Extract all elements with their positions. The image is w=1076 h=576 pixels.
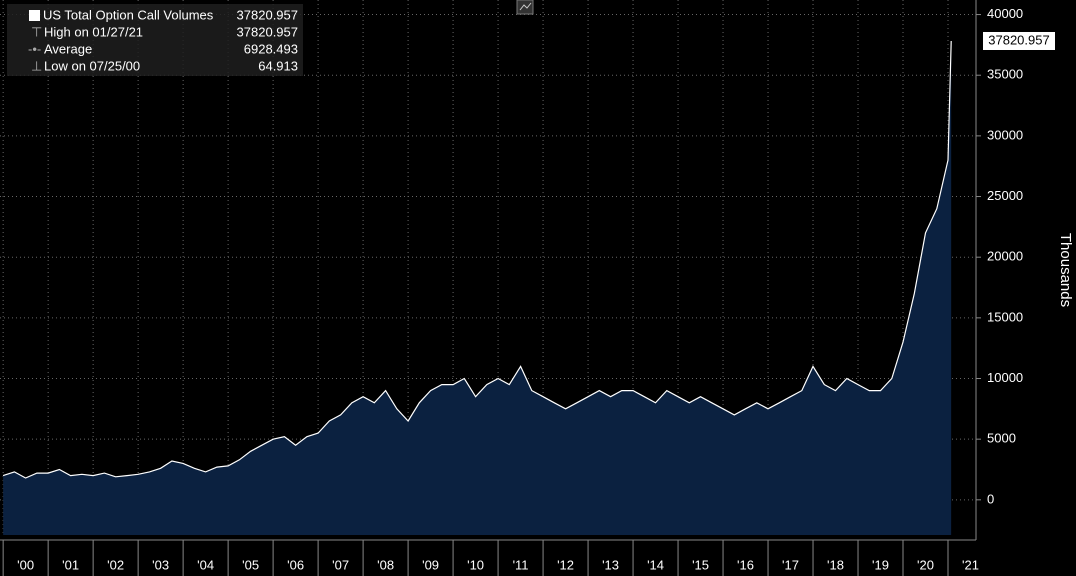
legend-low-label: Low on 07/25/00 (44, 58, 140, 73)
y-tick-label: 25000 (987, 188, 1023, 203)
legend-series-name: US Total Option Call Volumes (43, 7, 214, 22)
legend-box (7, 4, 303, 76)
x-tick-label: '16 (737, 557, 754, 572)
y-tick-label: 35000 (987, 67, 1023, 82)
area-fill (3, 41, 952, 535)
y-tick-label: 20000 (987, 249, 1023, 264)
x-tick-label: '08 (377, 557, 394, 572)
x-tick-label: '20 (917, 557, 934, 572)
legend-icon: ⊥ (31, 58, 42, 73)
x-tick-label: '00 (17, 557, 34, 572)
legend-series-value: 37820.957 (237, 7, 298, 22)
x-tick-label: '07 (332, 557, 349, 572)
last-value-label: 37820.957 (988, 32, 1049, 47)
x-tick-label: '11 (513, 557, 529, 572)
x-tick-label: '21 (962, 557, 979, 572)
x-tick-label: '18 (827, 557, 844, 572)
chart-type-button[interactable] (516, 0, 534, 15)
legend-average-label: Average (44, 41, 92, 56)
x-tick-label: '04 (197, 557, 214, 572)
x-tick-label: '06 (287, 557, 304, 572)
legend-average-value: 6928.493 (244, 41, 298, 56)
plot (0, 0, 975, 535)
y-tick-label: 10000 (987, 370, 1023, 385)
x-tick-label: '05 (242, 557, 259, 572)
legend-high-label: High on 01/27/21 (44, 24, 143, 39)
x-tick-label: '17 (782, 557, 799, 572)
y-axis-title: Thousands (1057, 233, 1074, 307)
legend-low-value: 64.913 (258, 58, 298, 73)
last-value-box (983, 31, 1055, 50)
y-tick-label: 15000 (987, 309, 1023, 324)
legend-swatch (29, 10, 40, 21)
y-tick-label: 0 (987, 491, 994, 506)
x-tick-label: '09 (422, 557, 439, 572)
line (2, 40, 952, 479)
x-tick-label: '19 (872, 557, 889, 572)
legend-icon: -•- (28, 41, 41, 56)
y-tick-label: 40000 (987, 6, 1023, 21)
x-tick-label: '15 (692, 557, 709, 572)
x-tick-label: '10 (467, 557, 484, 572)
y-tick-label: 5000 (987, 431, 1016, 446)
x-tick-label: '02 (107, 557, 124, 572)
x-tick-label: '13 (602, 557, 619, 572)
y-tick-label: 30000 (987, 127, 1023, 142)
legend-high-value: 37820.957 (237, 24, 298, 39)
x-tick-label: '12 (557, 557, 574, 572)
x-tick-label: '03 (152, 557, 169, 572)
legend-icon: ⊤ (31, 24, 42, 39)
chart-type-icon (519, 2, 532, 11)
x-tick-label: '01 (62, 557, 79, 572)
x-tick-label: '14 (647, 557, 664, 572)
